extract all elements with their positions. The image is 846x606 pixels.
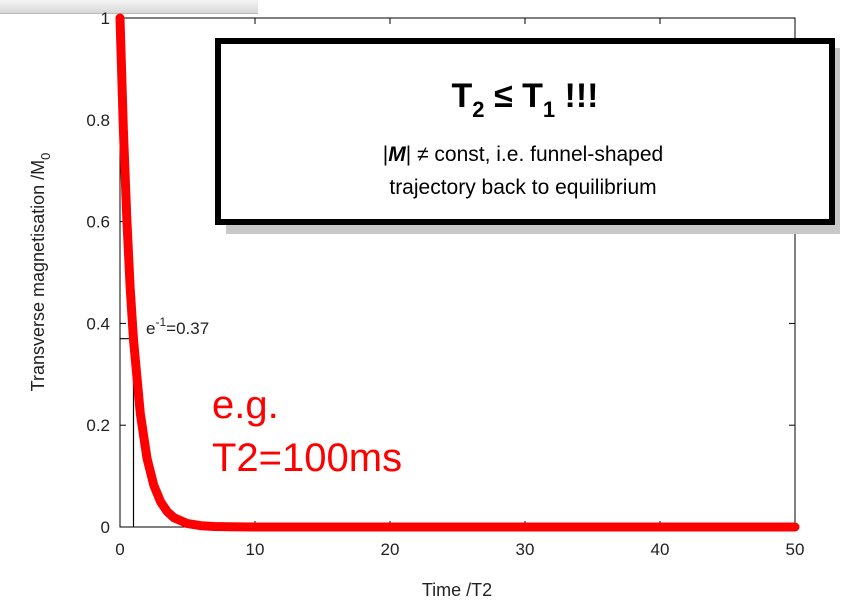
decay-curve [115, 13, 800, 532]
y-tick-label: 0.8 [86, 111, 110, 130]
x-tick-label: 50 [786, 540, 805, 559]
callout-body-line2: trajectory back to equilibrium [389, 176, 656, 199]
e-fold-label: e-1=0.37 [146, 315, 209, 338]
x-tick-label: 20 [381, 540, 400, 559]
y-tick-label: 0.4 [86, 314, 110, 333]
y-axis-label: Transverse magnetisation /M0 [28, 153, 53, 392]
x-tick-label: 40 [651, 540, 670, 559]
y-tick-label: 0 [101, 518, 110, 537]
x-tick-label: 10 [246, 540, 265, 559]
x-axis-label: Time /T2 [422, 580, 492, 600]
tick-label-group: 0 10 20 30 40 50 0 0.2 0.4 0.6 0.8 1 [86, 9, 804, 559]
example-annotation-line2: T2=100ms [212, 436, 402, 480]
callout-title: T2 ≤ T1 !!! [451, 77, 598, 122]
y-tick-label: 0.2 [86, 416, 110, 435]
x-tick-label: 0 [115, 540, 124, 559]
example-annotation-line1: e.g. [212, 383, 279, 427]
x-tick-label: 30 [516, 540, 535, 559]
callout-box: T2 ≤ T1 !!! |M| ≠ const, i.e. funnel-sha… [215, 38, 840, 234]
callout-frame [215, 38, 835, 225]
top-tab-strip [0, 0, 258, 14]
y-tick-label: 1 [101, 9, 110, 28]
callout-body-line1: |M| ≠ const, i.e. funnel-shaped [383, 143, 663, 166]
y-tick-label: 0.6 [86, 213, 110, 232]
